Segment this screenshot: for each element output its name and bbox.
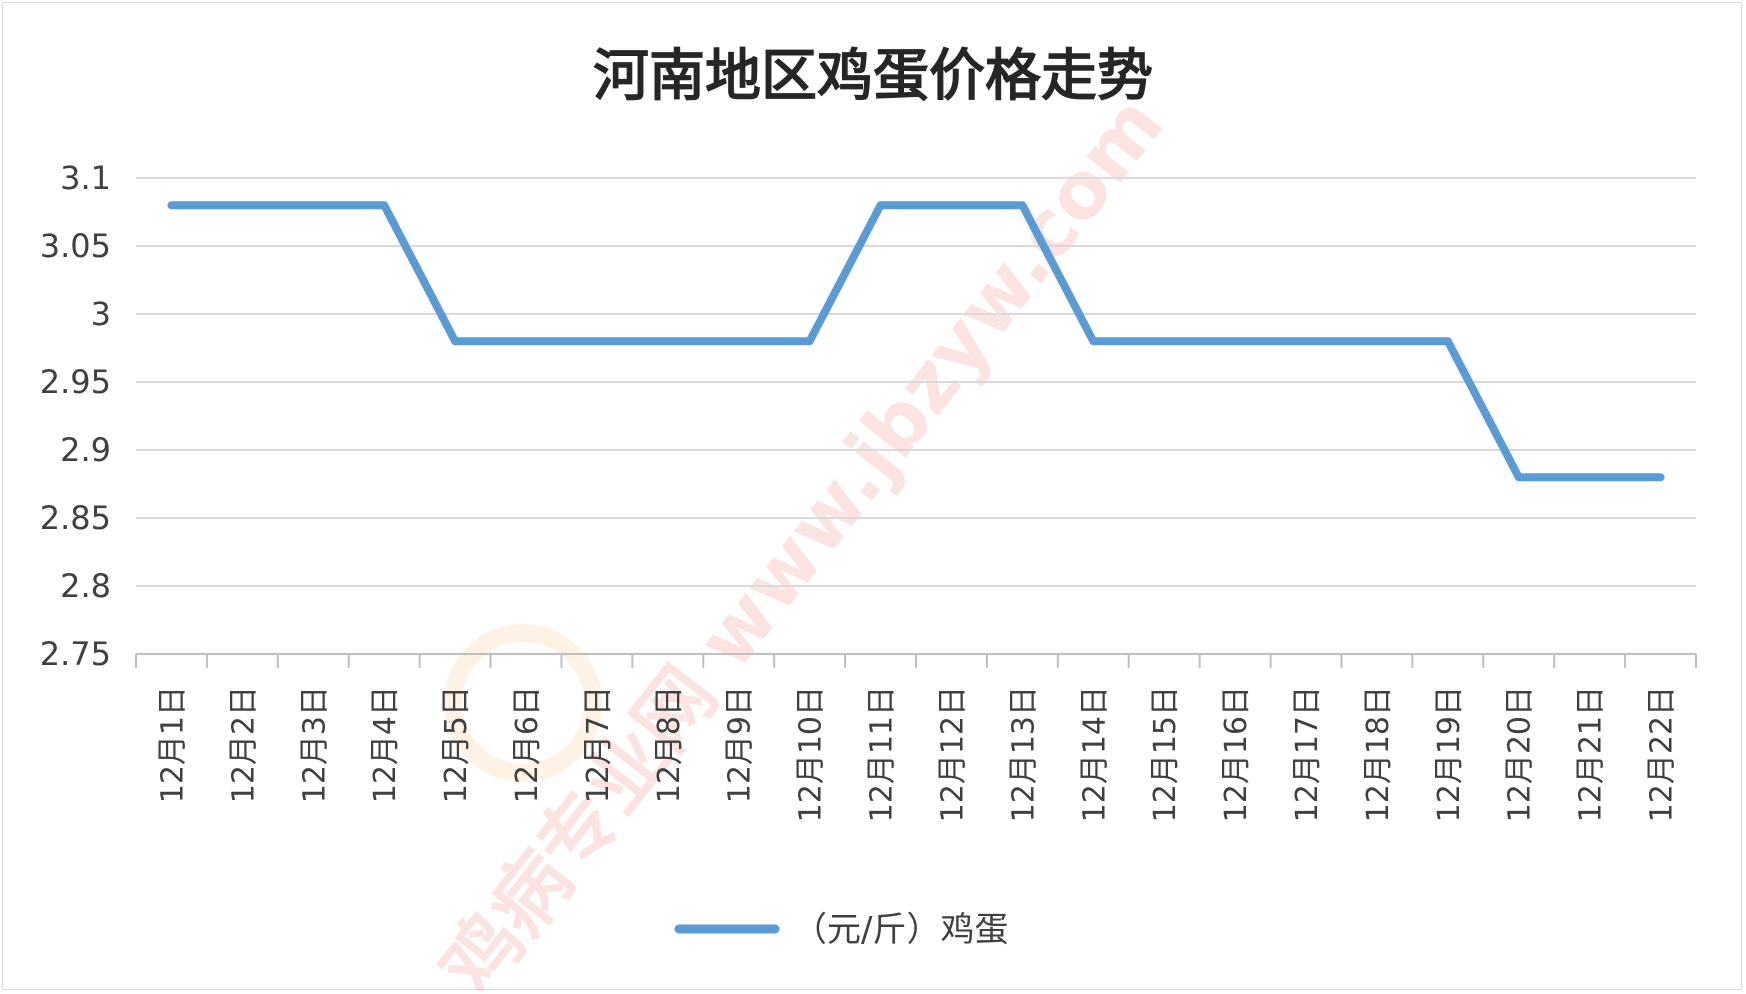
x-tick-label: 12月6日 [510,686,545,803]
y-tick-label: 3.05 [40,227,111,265]
x-tick-label: 12月5日 [439,686,474,803]
series-layer [167,201,1665,482]
y-tick-label: 2.9 [60,431,111,469]
x-tick-label: 12月18日 [1361,686,1396,822]
x-tick-label: 12月19日 [1432,686,1467,822]
series-line [167,201,1665,482]
x-tick-label: 12月12日 [935,686,970,822]
x-tick-label: 12月9日 [723,686,758,803]
watermark-swirl [444,624,602,782]
x-tick-label: 12月1日 [155,686,190,803]
x-tick-label: 12月16日 [1219,686,1254,822]
y-axis: 3.1 3.05 3 2.95 2.9 2.85 2.8 2.75 [40,159,111,673]
chart-svg: 鸡病专业网 www.jbzyw.com 河南地区鸡蛋价格走势 3.1 3.05 3 2… [40,43,1697,991]
x-tick-label: 12月11日 [865,686,900,822]
y-tick-label: 3.1 [60,159,111,197]
x-tick-label: 12月4日 [368,686,403,803]
y-tick-label: 2.95 [40,363,111,401]
x-tick-label: 12月7日 [581,686,616,803]
x-tick-label: 12月3日 [297,686,332,803]
chart-title: 河南地区鸡蛋价格走势 [593,43,1153,109]
y-tick-label: 3 [91,295,111,333]
x-tick-label: 12月21日 [1574,686,1609,822]
watermark-text: 鸡病专业网 www.jbzyw.com [424,80,1181,991]
x-tick-label: 12月13日 [1006,686,1041,822]
x-tick-label: 12月17日 [1290,686,1325,822]
x-tick-label: 12月15日 [1148,686,1183,822]
x-tick-label: 12月14日 [1077,686,1112,822]
grid-layer [136,177,1696,587]
y-tick-label: 2.85 [40,499,111,537]
x-axis: 12月1日 12月2日 12月3日 12月4日 12月5日 12月6日 12月7日 12月8日… [135,653,1697,822]
y-tick-label: 2.8 [60,567,111,605]
x-tick-label: 12月22日 [1645,686,1680,822]
watermark: 鸡病专业网 www.jbzyw.com [424,80,1181,991]
x-tick-label: 12月2日 [226,686,261,803]
x-tick-label: 12月8日 [652,686,687,803]
legend: （元/斤）鸡蛋 [674,910,1008,950]
x-tick-label: 12月10日 [794,686,829,822]
legend-label: （元/斤）鸡蛋 [793,910,1008,950]
x-tick-label: 12月20日 [1503,686,1538,822]
y-tick-label: 2.75 [40,635,111,673]
